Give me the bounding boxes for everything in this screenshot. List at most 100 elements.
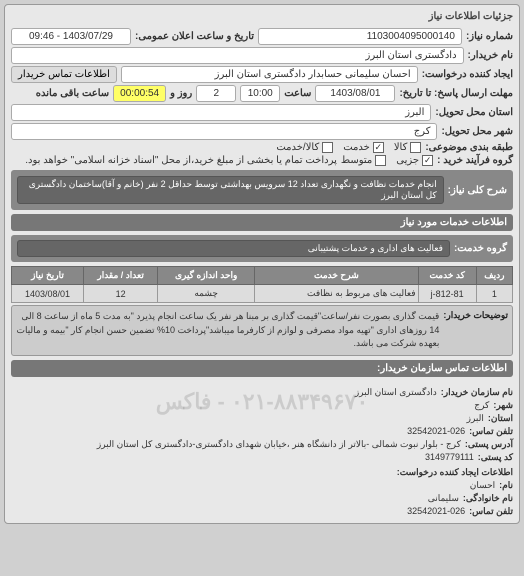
- proc-small-label: جزیی: [396, 155, 419, 166]
- delivery-city-value: کرج: [11, 123, 437, 140]
- deadline-time: 10:00: [240, 85, 280, 102]
- deadline-label: مهلت ارسال پاسخ: تا تاریخ:: [399, 88, 513, 99]
- lname-value: سلیمانی: [428, 493, 459, 504]
- remaining-suffix: ساعت باقی مانده: [36, 88, 109, 99]
- req-creator-title: اطلاعات ایجاد کننده درخواست:: [11, 467, 513, 478]
- phone-value: 32542021-026: [407, 426, 465, 437]
- contact-section-title: اطلاعات تماس سازمان خریدار:: [11, 360, 513, 377]
- notes-label: توضیحات خریدار:: [443, 310, 508, 351]
- table-header-row: ردیف کد خدمت شرح خدمت واحد اندازه گیری ت…: [12, 267, 513, 285]
- cphone-line: تلفن تماس: 32542021-026: [11, 506, 513, 517]
- lname-line: نام خانوادگی: سلیمانی: [11, 493, 513, 504]
- org-line: نام سازمان خریدار: دادگستری استان البرز: [11, 387, 513, 398]
- table-row: 1 j-812-81 فعالیت های مربوط به نظافت چشم…: [12, 285, 513, 303]
- service-group-value: فعالیت های اداری و خدمات پشتیبانی: [17, 240, 450, 257]
- req-number-label: شماره نیاز:: [466, 31, 513, 42]
- col-unit: واحد اندازه گیری: [158, 267, 255, 285]
- row-buyer-name: نام خریدار: دادگستری استان البرز: [11, 47, 513, 64]
- phone-line: تلفن تماس: 32542021-026: [11, 426, 513, 437]
- cphone-label: تلفن تماس:: [469, 506, 513, 517]
- city-label: شهر:: [493, 400, 513, 411]
- cell-index: 1: [476, 285, 512, 303]
- cphone-value: 32542021-026: [407, 506, 465, 517]
- process-label: گروه فرآیند خرید :: [437, 155, 513, 166]
- province-line: استان: البرز: [11, 413, 513, 424]
- service-group-label: گروه خدمت:: [454, 243, 507, 254]
- cat-goods-label: کالا: [394, 142, 408, 153]
- cell-desc: فعالیت های مربوط به نظافت: [255, 285, 418, 303]
- process-options: جزیی متوسط: [341, 155, 433, 166]
- fname-value: احسان: [470, 480, 495, 491]
- contact-info-area: ۰۲۱-۸۸۳۴۹۶۷۰ - فاکس نام سازمان خریدار: د…: [11, 379, 513, 517]
- creator-value: احسان سلیمانی حسابدار دادگستری استان الب…: [121, 66, 418, 83]
- checkbox-checked-icon: [373, 142, 384, 153]
- delivery-province-value: البرز: [11, 104, 431, 121]
- col-index: ردیف: [476, 267, 512, 285]
- buyer-contact-button[interactable]: اطلاعات تماس خریدار: [11, 66, 117, 83]
- proc-medium-label: متوسط: [341, 155, 372, 166]
- delivery-city-label: شهر محل تحویل:: [441, 126, 513, 137]
- process-note: پرداخت تمام یا بخشی از مبلغ خرید،از محل …: [25, 155, 337, 166]
- buyer-notes: توضیحات خریدار: قیمت گذاری بصورت نفر/ساع…: [11, 305, 513, 356]
- row-deadline: مهلت ارسال پاسخ: تا تاریخ: 1403/08/01 سا…: [11, 85, 513, 102]
- checkbox-checked-icon: [422, 155, 433, 166]
- service-table: ردیف کد خدمت شرح خدمت واحد اندازه گیری ت…: [11, 266, 513, 303]
- creator-label: ایجاد کننده درخواست:: [422, 69, 513, 80]
- remaining-time: 00:00:54: [113, 85, 166, 102]
- cat-service-label: خدمت: [343, 142, 370, 153]
- buyer-name-value: دادگستری استان البرز: [11, 47, 464, 64]
- checkbox-icon: [410, 142, 421, 153]
- phone-label: تلفن تماس:: [469, 426, 513, 437]
- cell-date: 1403/08/01: [12, 285, 84, 303]
- address-label: آدرس پستی:: [465, 439, 513, 450]
- category-options: کالا خدمت کالا/خدمت: [276, 142, 421, 153]
- cat-goods-option[interactable]: کالا: [394, 142, 422, 153]
- city-value: کرج: [474, 400, 489, 411]
- org-label: نام سازمان خریدار:: [441, 387, 513, 398]
- fname-line: نام: احسان: [11, 480, 513, 491]
- category-label: طبقه بندی موضوعی:: [425, 142, 513, 153]
- cell-code: j-812-81: [418, 285, 476, 303]
- delivery-province-label: استان محل تحویل:: [435, 107, 513, 118]
- checkbox-icon: [375, 155, 386, 166]
- row-delivery-province: استان محل تحویل: البرز: [11, 104, 513, 121]
- cell-qty: 12: [84, 285, 158, 303]
- postcode-line: کد پستی: 3149779111: [11, 452, 513, 463]
- desc-text: انجام خدمات نظافت و نگهداری تعداد 12 سرو…: [17, 176, 444, 204]
- fname-label: نام:: [499, 480, 513, 491]
- service-section-title: اطلاعات خدمات مورد نیاز: [11, 214, 513, 231]
- address-line: آدرس پستی: کرج - بلوار نبوت شمالی -بالات…: [11, 439, 513, 450]
- notes-text: قیمت گذاری بصورت نفر/ساعت"قیمت گذاری بر …: [16, 310, 439, 351]
- cat-both-option[interactable]: کالا/خدمت: [276, 142, 333, 153]
- org-value: دادگستری استان البرز: [355, 387, 437, 398]
- row-delivery-city: شهر محل تحویل: کرج: [11, 123, 513, 140]
- service-group-row: گروه خدمت: فعالیت های اداری و خدمات پشتی…: [11, 235, 513, 262]
- lname-label: نام خانوادگی:: [463, 493, 513, 504]
- row-creator: ایجاد کننده درخواست: احسان سلیمانی حسابد…: [11, 66, 513, 83]
- col-desc: شرح خدمت: [255, 267, 418, 285]
- panel-title: جزئیات اطلاعات نیاز: [11, 9, 513, 26]
- row-process: گروه فرآیند خرید : جزیی متوسط پرداخت تما…: [11, 155, 513, 166]
- proc-small-option[interactable]: جزیی: [396, 155, 433, 166]
- remaining-days: 2: [196, 85, 236, 102]
- announce-value: 1403/07/29 - 09:46: [11, 28, 131, 45]
- col-date: تاریخ نیاز: [12, 267, 84, 285]
- postcode-value: 3149779111: [425, 452, 474, 463]
- checkbox-icon: [322, 142, 333, 153]
- col-code: کد خدمت: [418, 267, 476, 285]
- row-category: طبقه بندی موضوعی: کالا خدمت کالا/خدمت: [11, 142, 513, 153]
- cat-both-label: کالا/خدمت: [276, 142, 319, 153]
- announce-label: تاریخ و ساعت اعلان عمومی:: [135, 31, 254, 42]
- buyer-name-label: نام خریدار:: [468, 50, 513, 61]
- province-value: البرز: [467, 413, 484, 424]
- address-value: کرج - بلوار نبوت شمالی -بالاتر از دانشگا…: [97, 439, 461, 450]
- desc-label: شرح کلی نیاز:: [448, 185, 507, 196]
- cat-service-option[interactable]: خدمت: [343, 142, 384, 153]
- postcode-label: کد پستی:: [478, 452, 513, 463]
- req-number-value: 1103004095000140: [258, 28, 462, 45]
- description-section: شرح کلی نیاز: انجام خدمات نظافت و نگهدار…: [11, 170, 513, 210]
- row-req-number: شماره نیاز: 1103004095000140 تاریخ و ساع…: [11, 28, 513, 45]
- time-label-1: ساعت: [284, 88, 311, 99]
- deadline-date: 1403/08/01: [315, 85, 395, 102]
- proc-medium-option[interactable]: متوسط: [341, 155, 386, 166]
